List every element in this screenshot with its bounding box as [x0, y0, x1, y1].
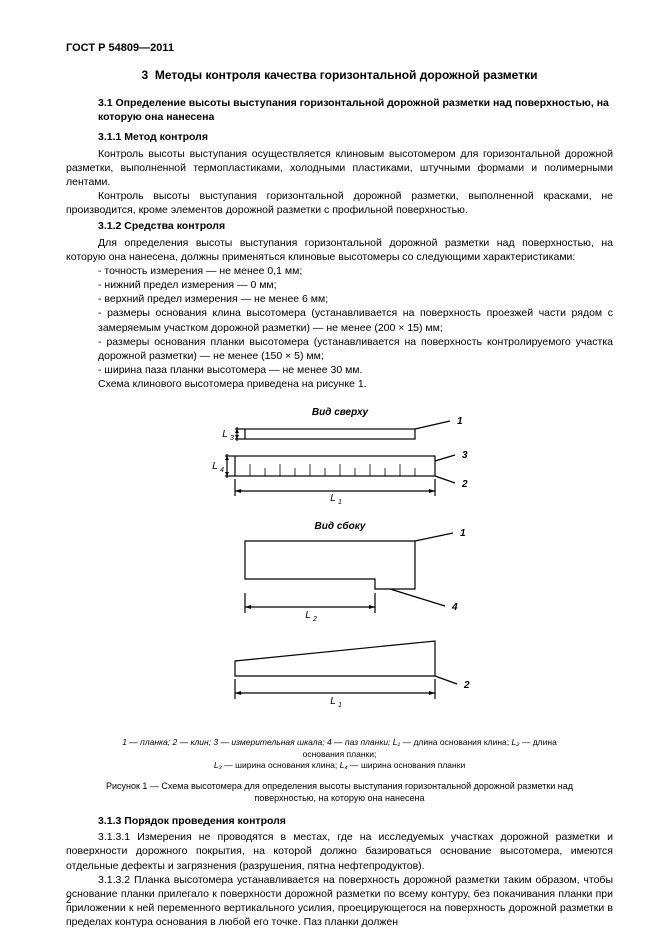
- svg-text:L: L: [330, 696, 336, 707]
- svg-text:L: L: [212, 461, 218, 472]
- section-heading: 3 Методы контроля качества горизонтально…: [66, 68, 613, 82]
- heading-3-1-2: 3.1.2 Средства контроля: [98, 219, 613, 233]
- svg-text:2: 2: [463, 680, 470, 691]
- document-header: ГОСТ Р 54809—2011: [66, 42, 613, 54]
- paragraph: 3.1.3.2 Планка высотомера устанавливаетс…: [66, 873, 613, 930]
- svg-text:2: 2: [312, 616, 317, 623]
- section-title: Методы контроля качества горизонтальной …: [155, 68, 538, 82]
- svg-text:2: 2: [461, 479, 468, 490]
- heading-3-1-3: 3.1.3 Порядок проведения контроля: [98, 814, 613, 828]
- svg-text:3: 3: [462, 450, 468, 461]
- section-num: 3: [142, 68, 149, 82]
- heading-3-1: 3.1 Определение высоты выступания горизо…: [98, 96, 613, 124]
- figure-title: Рисунок 1 — Схема высотомера для определ…: [96, 780, 583, 804]
- paragraph: Схема клинового высотомера приведена на …: [66, 377, 613, 391]
- figure-side-label: Вид сбоку: [314, 520, 365, 532]
- paragraph: 3.1.3.1 Измерения не проводятся в местах…: [66, 830, 613, 873]
- paragraph: Для определения высоты выступания горизо…: [66, 236, 613, 264]
- list-item: - точность измерения — не менее 0,1 мм;: [66, 264, 613, 278]
- svg-text:1: 1: [338, 702, 342, 709]
- svg-text:3: 3: [230, 435, 234, 442]
- figure-caption: 1 — планка; 2 — клин; 3 — измерительная …: [106, 737, 573, 771]
- figure-svg: Вид сверху L 3 1: [185, 401, 495, 731]
- svg-text:1: 1: [338, 499, 342, 506]
- list-item: - верхний предел измерения — не менее 6 …: [66, 292, 613, 306]
- list-item: - нижний предел измерения — 0 мм;: [66, 278, 613, 292]
- svg-text:L: L: [330, 493, 336, 504]
- svg-text:4: 4: [451, 602, 458, 613]
- paragraph: Контроль высоты выступания горизонтально…: [66, 189, 613, 217]
- heading-3-1-1: 3.1.1 Метод контроля: [98, 130, 613, 144]
- list-item: - размеры основания клина высотомера (ус…: [66, 306, 613, 334]
- list-item: - ширина паза планки высотомера — не мен…: [66, 363, 613, 377]
- figure-top-label: Вид сверху: [311, 407, 368, 418]
- svg-text:1: 1: [460, 528, 466, 539]
- svg-text:L: L: [305, 610, 311, 621]
- svg-text:1: 1: [457, 416, 463, 427]
- svg-text:L: L: [222, 429, 228, 440]
- paragraph: Контроль высоты выступания осуществляетс…: [66, 147, 613, 190]
- figure-1: Вид сверху L 3 1: [66, 401, 613, 731]
- page-number: 2: [66, 895, 72, 906]
- list-item: - размеры основания планки высотомера (у…: [66, 335, 613, 363]
- svg-text:4: 4: [220, 467, 224, 474]
